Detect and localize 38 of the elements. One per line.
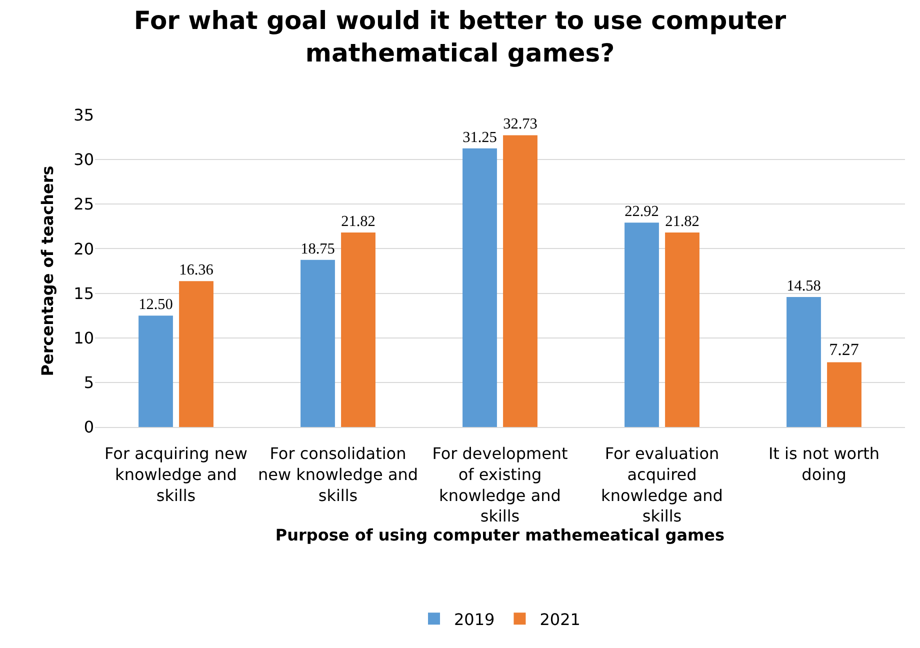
bar — [300, 260, 335, 427]
x-tick-label: For acquiring new knowledge and skills — [104, 444, 248, 505]
y-axis-title: Percentage of teachers — [38, 166, 57, 376]
data-label: 14.58 — [786, 277, 822, 294]
data-label: 22.92 — [624, 203, 659, 220]
legend-label: 2019 — [454, 610, 495, 629]
y-tick-label: 15 — [74, 284, 94, 303]
bar — [503, 135, 538, 427]
y-tick-label: 35 — [74, 106, 94, 125]
y-tick-label: 20 — [74, 239, 94, 258]
data-label: 21.82 — [341, 212, 376, 230]
bar — [179, 281, 214, 427]
legend-label: 2021 — [540, 610, 580, 629]
data-label: 32.73 — [503, 116, 538, 133]
bar — [827, 362, 862, 427]
bar — [341, 232, 376, 427]
data-label: 12.50 — [138, 296, 174, 313]
x-tick-label: For consolidation new knowledge and skills — [258, 444, 418, 505]
bar — [624, 222, 659, 427]
y-tick-label: 10 — [74, 328, 94, 348]
y-tick-label: 25 — [74, 194, 94, 214]
bar — [138, 316, 173, 427]
x-tick-label: For development of existing knowledge and skills — [432, 444, 568, 526]
bar — [665, 232, 700, 427]
y-tick-label: 0 — [84, 418, 94, 437]
bar — [786, 297, 821, 427]
y-tick-label: 5 — [84, 373, 94, 392]
x-tick-label: It is not worth doing — [768, 444, 880, 484]
data-label: 31.25 — [462, 128, 498, 146]
data-label: 16.36 — [179, 262, 214, 279]
data-label: 7.27 — [829, 340, 860, 360]
data-label: 21.82 — [665, 212, 700, 230]
x-axis-title: Purpose of using computer mathemeatical games — [275, 526, 725, 545]
x-tick-label: For evaluation acquired knowledge and skills — [601, 444, 723, 526]
chart-title: For what goal would it better to use computer mathematical games? — [134, 6, 787, 68]
data-label: 18.75 — [300, 240, 336, 258]
bar — [462, 148, 497, 427]
y-tick-label: 30 — [74, 150, 94, 170]
